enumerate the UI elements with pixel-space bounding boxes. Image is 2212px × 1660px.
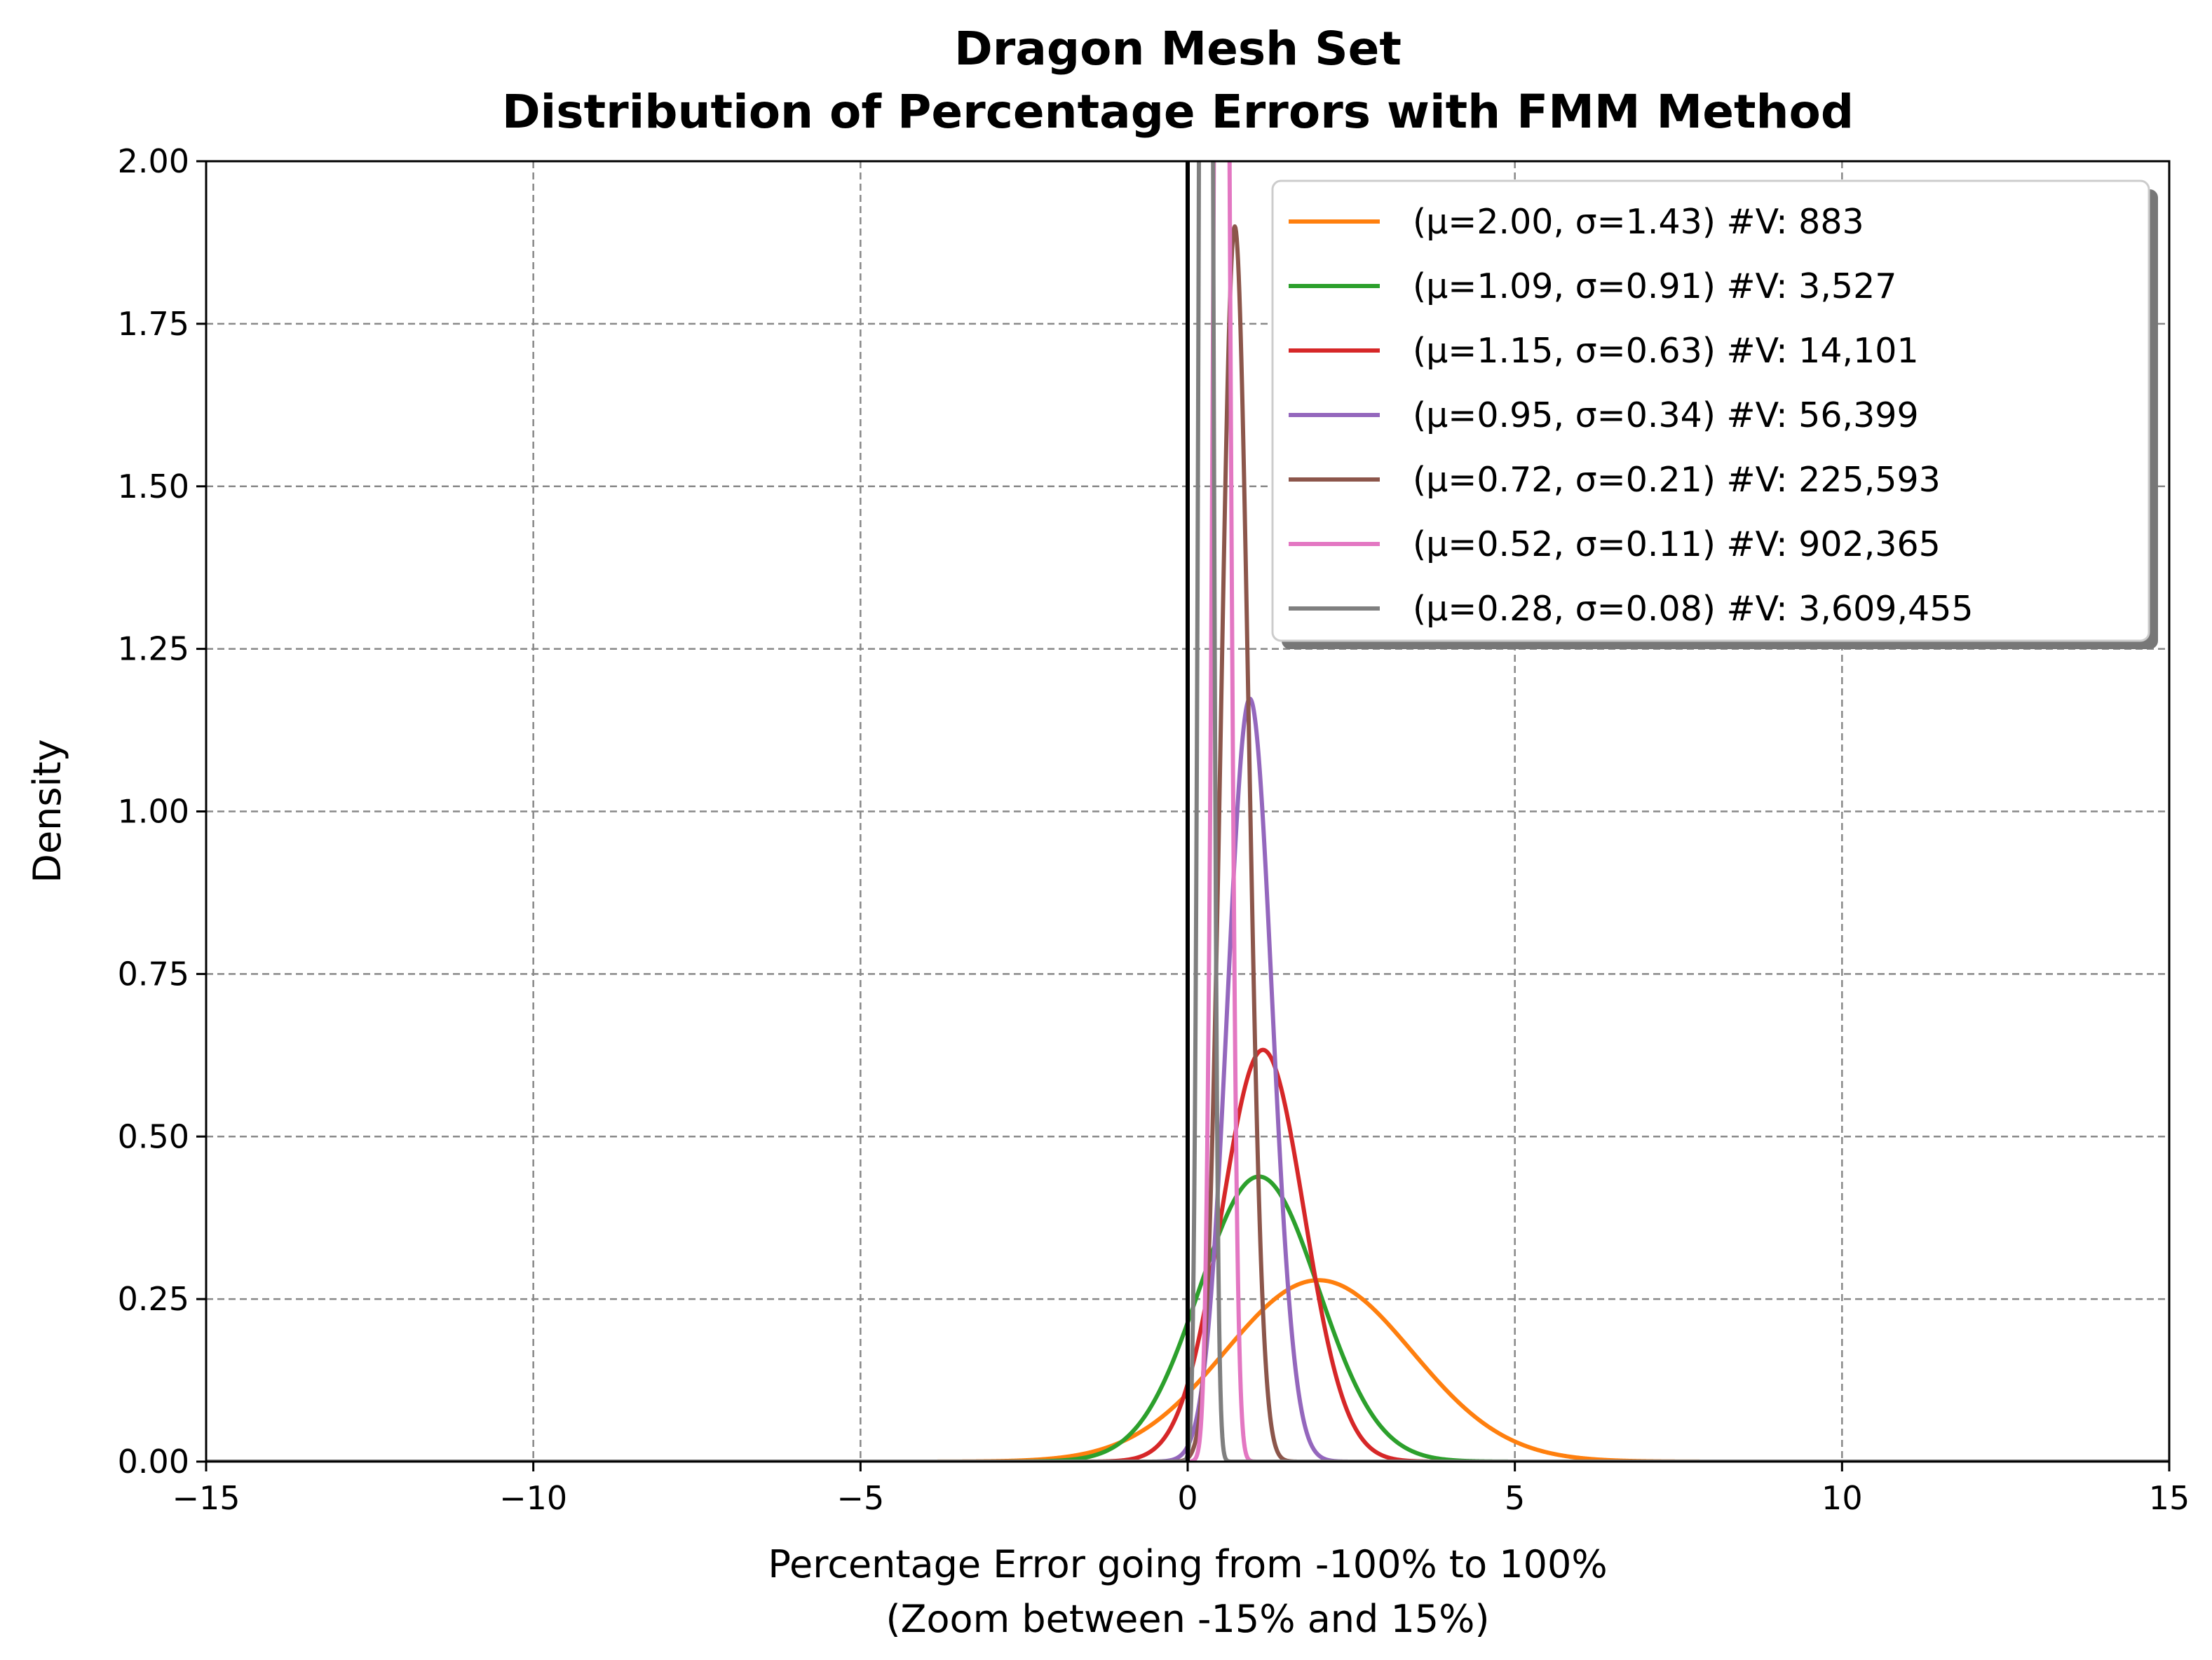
plot-frame: [205, 160, 2171, 1463]
y-axis-label: Density: [25, 739, 69, 883]
y-tick-label: 0.00: [118, 1443, 189, 1481]
y-tick-label: 1.75: [118, 305, 189, 343]
legend-label-3: (μ=1.15, σ=0.63) #V: 14,101: [1413, 331, 1919, 371]
y-tick-label: 1.00: [118, 793, 189, 831]
x-axis-label: Percentage Error going from -100% to 100…: [768, 1542, 1607, 1586]
x-tick-label: −5: [836, 1479, 884, 1517]
x-axis-label-line2: (Zoom between -15% and 15%): [886, 1597, 1489, 1641]
y-tick-label: 0.75: [118, 955, 189, 993]
x-tick-label: 5: [1505, 1479, 1525, 1517]
legend-label-6: (μ=0.52, σ=0.11) #V: 902,365: [1413, 524, 1941, 564]
legend-label-4: (μ=0.95, σ=0.34) #V: 56,399: [1413, 395, 1919, 435]
x-tick-label: 15: [2149, 1479, 2190, 1517]
x-tick-label: −15: [172, 1479, 240, 1517]
x-tick-label: 10: [1821, 1479, 1863, 1517]
y-tick-label: 0.25: [118, 1280, 189, 1318]
legend: (μ=2.00, σ=1.43) #V: 883 (μ=1.09, σ=0.91)…: [1271, 179, 2158, 649]
x-axis-ticks: −15 −10 −5 0 5 10 15: [172, 1462, 2190, 1517]
legend-items: (μ=2.00, σ=1.43) #V: 883 (μ=1.09, σ=0.91)…: [1289, 202, 1974, 629]
legend-label-1: (μ=2.00, σ=1.43) #V: 883: [1413, 202, 1864, 242]
x-tick-label: −10: [499, 1479, 567, 1517]
chart-title: Dragon Mesh Set: [954, 22, 1402, 76]
y-tick-label: 0.50: [118, 1117, 189, 1155]
legend-label-7: (μ=0.28, σ=0.08) #V: 3,609,455: [1413, 589, 1974, 629]
y-tick-label: 1.25: [118, 630, 189, 668]
legend-label-5: (μ=0.72, σ=0.21) #V: 225,593: [1413, 460, 1941, 500]
chart-subtitle: Distribution of Percentage Errors with F…: [502, 85, 1854, 139]
legend-box: [1271, 179, 2150, 642]
legend-label-2: (μ=1.09, σ=0.91) #V: 3,527: [1413, 266, 1897, 306]
y-tick-label: 1.50: [118, 468, 189, 505]
y-axis-ticks: 0.00 0.25 0.50 0.75 1.00 1.25 1.50 1.75 2.00: [118, 142, 206, 1481]
y-tick-label: 2.00: [118, 142, 189, 180]
x-tick-label: 0: [1177, 1479, 1197, 1517]
